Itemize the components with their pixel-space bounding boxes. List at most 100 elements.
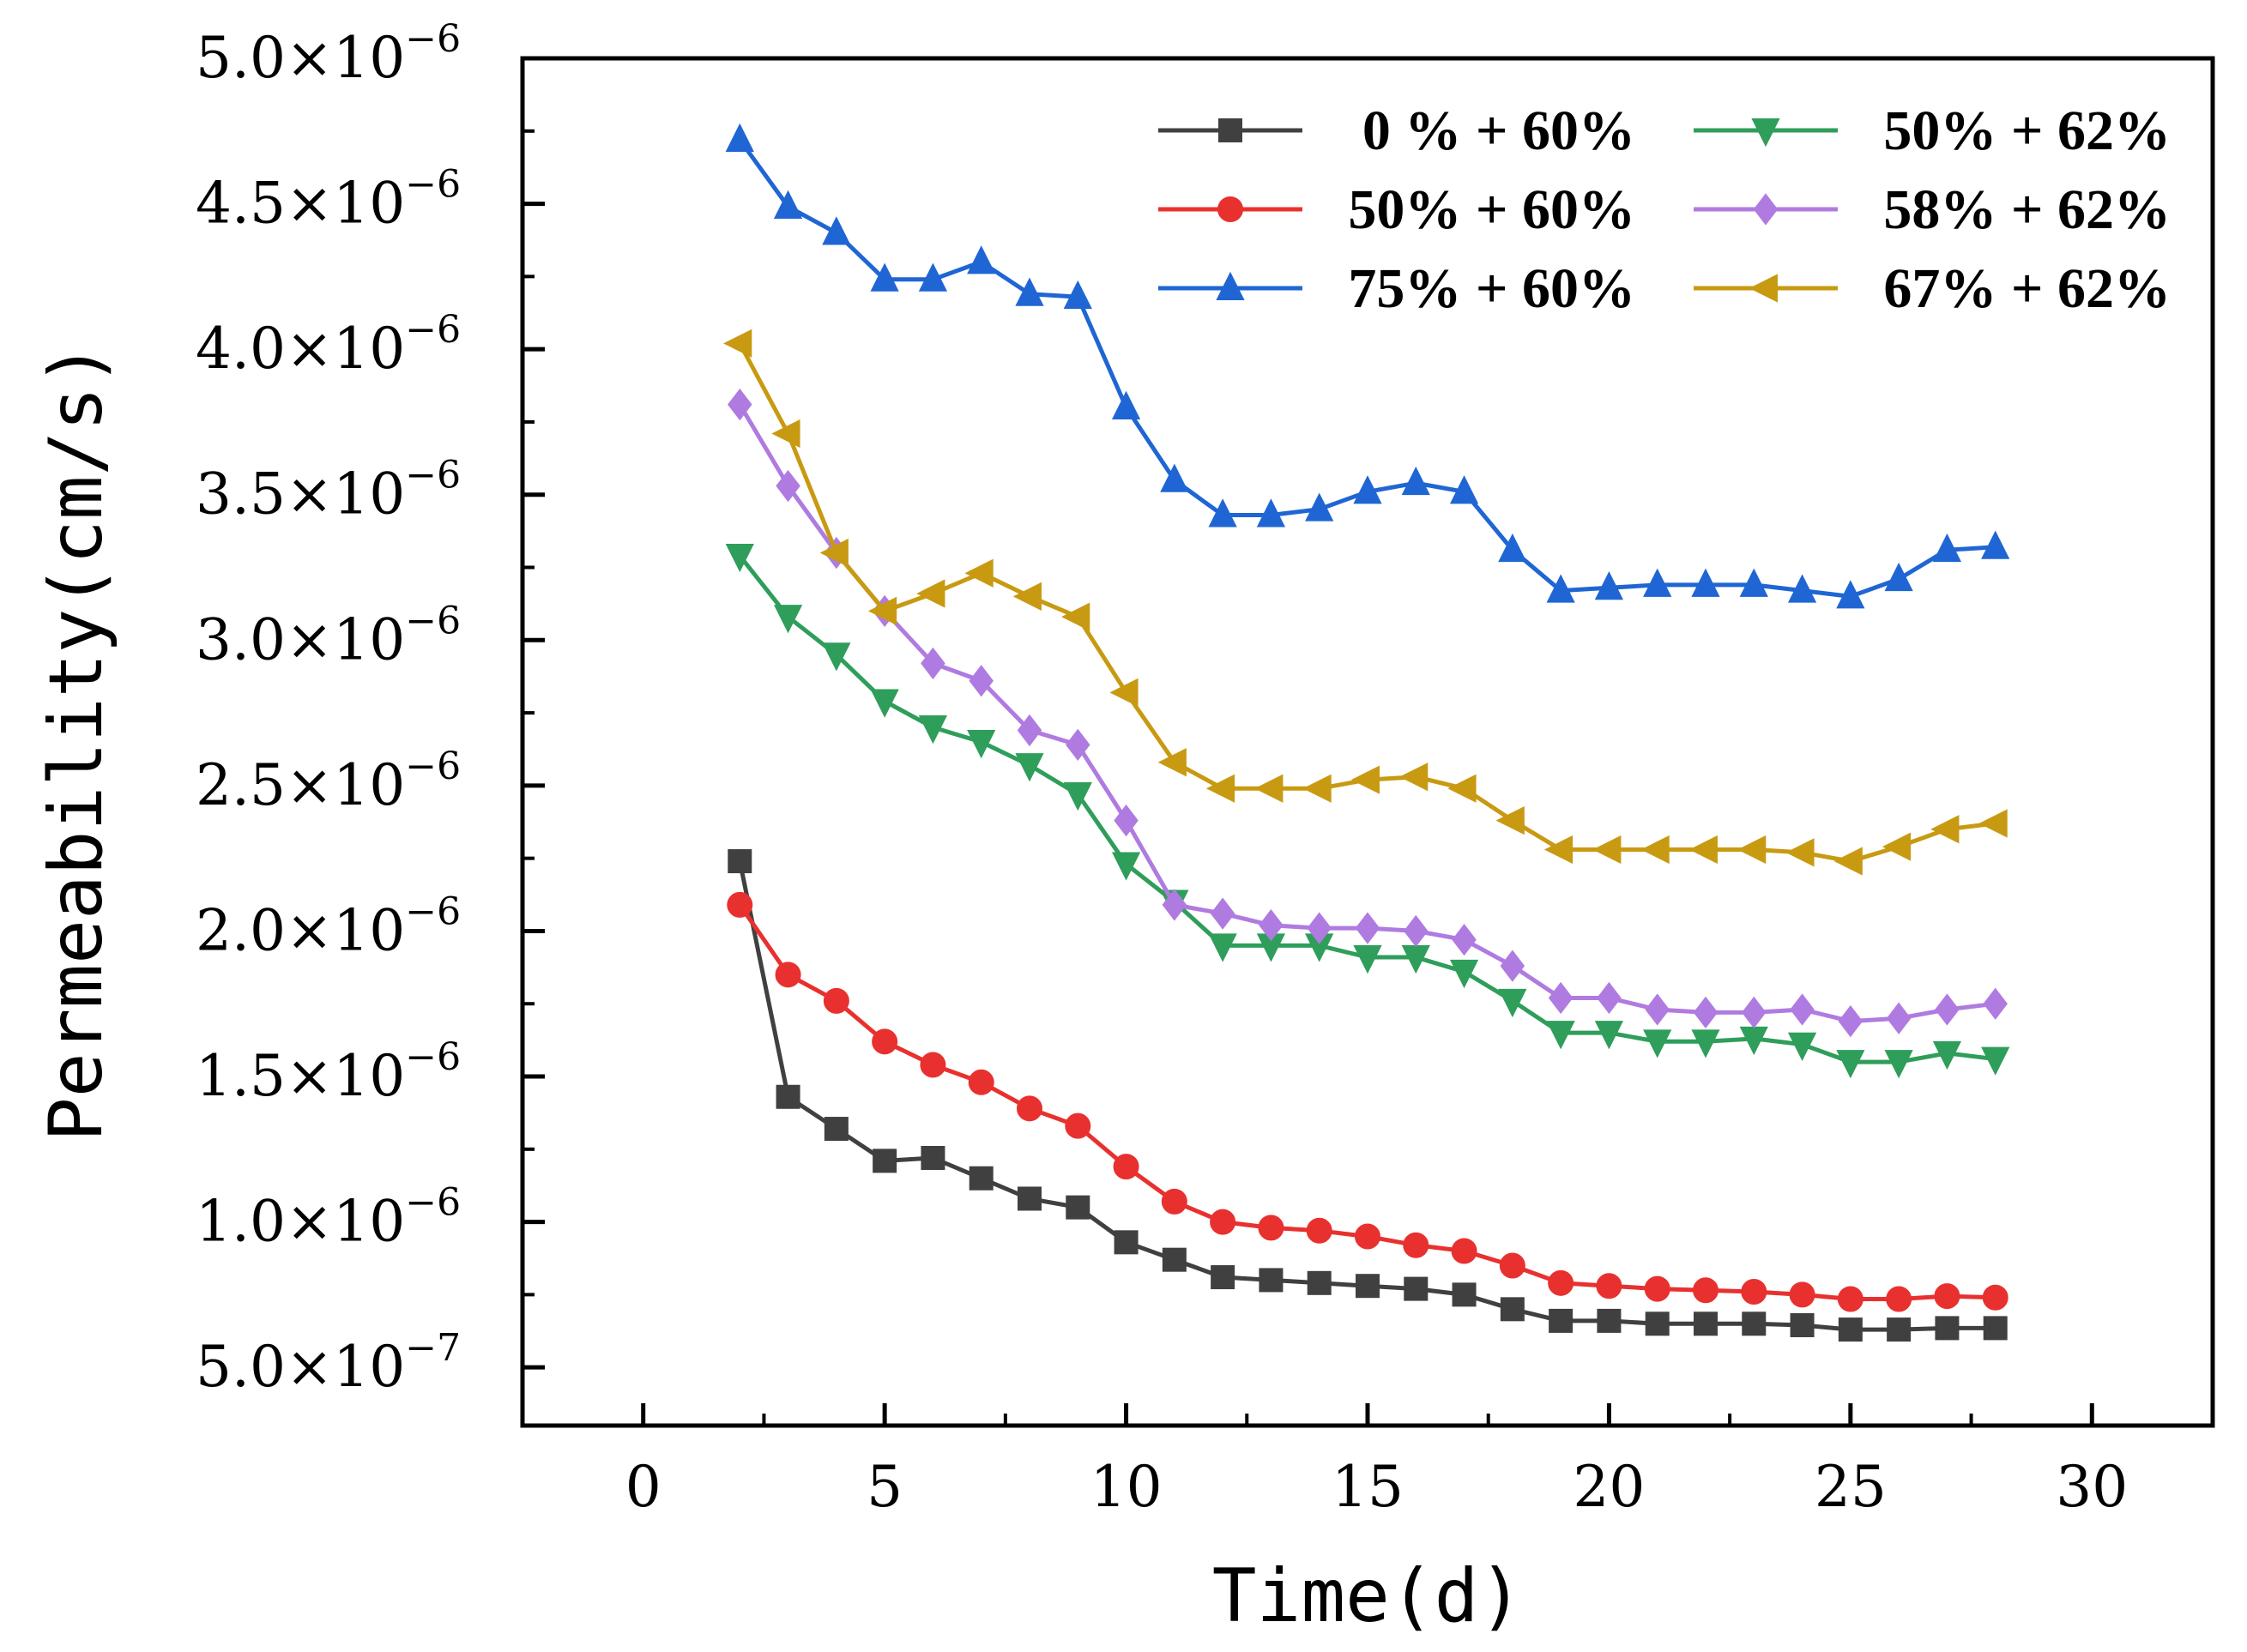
data-point	[1741, 1278, 1767, 1305]
data-point	[1982, 1284, 2008, 1311]
data-point	[1017, 1095, 1042, 1122]
data-point	[1500, 1297, 1525, 1322]
y-tick-label: 3.5×10−6	[196, 454, 461, 528]
data-point	[773, 190, 803, 219]
data-point	[873, 1149, 897, 1173]
data-point	[1404, 1276, 1429, 1301]
x-tick-label: 5	[867, 1454, 903, 1520]
data-point	[1498, 988, 1527, 1018]
y-tick-mantissa: 1.5×10	[196, 1043, 405, 1109]
data-point	[1355, 912, 1380, 944]
data-point	[776, 469, 800, 503]
data-point	[1884, 1050, 1913, 1079]
data-point	[1401, 466, 1430, 496]
data-point	[1208, 498, 1237, 528]
data-point	[1399, 763, 1429, 792]
data-point	[1548, 981, 1574, 1015]
data-point	[1208, 933, 1237, 962]
data-point	[1838, 1317, 1863, 1342]
data-point	[822, 216, 851, 245]
data-point	[725, 543, 754, 573]
legend-item: 0 % + 60%	[1158, 99, 1635, 162]
data-point	[1981, 1046, 2010, 1076]
data-point	[728, 849, 752, 874]
data-point	[1882, 832, 1912, 861]
series-layer	[723, 123, 2010, 1342]
data-point	[1355, 1223, 1380, 1250]
data-point	[1210, 897, 1235, 930]
data-point	[1643, 1029, 1672, 1058]
data-point	[1934, 1283, 1960, 1310]
data-point	[1114, 1230, 1139, 1255]
data-point	[1983, 987, 2008, 1020]
y-tick-exponent: −6	[405, 17, 461, 61]
data-point	[1886, 1002, 1912, 1034]
data-point	[1737, 835, 1767, 865]
data-point	[1543, 835, 1574, 865]
data-point	[1157, 748, 1187, 777]
y-tick-exponent: −6	[405, 599, 461, 642]
data-point	[728, 388, 752, 421]
data-point	[1350, 765, 1380, 794]
y-tick-exponent: −6	[405, 308, 461, 352]
series-4	[728, 388, 2008, 1038]
data-point	[1254, 774, 1284, 803]
data-point	[1451, 1238, 1477, 1264]
data-point	[1015, 277, 1044, 306]
data-point	[1353, 944, 1382, 974]
data-point	[1499, 1252, 1525, 1279]
data-point	[1109, 678, 1139, 707]
data-point	[1691, 568, 1720, 597]
data-point	[1452, 923, 1477, 956]
data-point	[1403, 1232, 1429, 1258]
data-point	[727, 891, 753, 918]
data-point	[918, 715, 948, 745]
data-point	[1935, 1316, 1960, 1341]
data-point	[1018, 1186, 1042, 1211]
y-tick-mantissa: 1.0×10	[196, 1189, 405, 1255]
y-tick-mantissa: 4.0×10	[196, 316, 405, 382]
data-point	[1353, 475, 1382, 504]
data-point	[1495, 805, 1525, 835]
legend-item: 58% + 62%	[1694, 178, 2171, 241]
data-point	[867, 596, 897, 626]
data-point	[1597, 981, 1622, 1015]
y-tick-label: 1.0×10−6	[196, 1181, 461, 1255]
y-tick-label: 2.0×10−6	[196, 889, 461, 963]
data-point	[1785, 838, 1815, 867]
data-point	[1549, 1308, 1574, 1333]
data-point	[1983, 1316, 2008, 1341]
x-axis-title: Time(d)	[1212, 1553, 1523, 1639]
data-point	[1739, 568, 1768, 597]
data-point	[1981, 530, 2010, 559]
data-point	[1452, 1282, 1477, 1307]
data-point	[1063, 280, 1092, 310]
data-point	[771, 419, 800, 449]
data-point	[1645, 993, 1670, 1026]
legend-marker	[1753, 193, 1779, 226]
legend-label: 50% + 60%	[1348, 178, 1635, 241]
data-point	[1012, 582, 1042, 612]
legend-label: 67% + 62%	[1883, 257, 2171, 320]
data-point	[1500, 950, 1525, 982]
data-point	[1449, 475, 1479, 504]
data-point	[1307, 1270, 1332, 1295]
series-5	[723, 329, 2008, 876]
data-point	[969, 665, 994, 697]
data-point	[969, 1166, 994, 1191]
data-point	[1356, 1274, 1380, 1299]
y-tick-exponent: −6	[405, 745, 461, 788]
data-point	[1404, 914, 1429, 948]
data-point	[1644, 1275, 1670, 1302]
data-point	[822, 642, 851, 672]
data-point	[1838, 1004, 1863, 1038]
data-point	[1836, 580, 1865, 609]
series-3	[725, 543, 2010, 1079]
data-point	[1790, 993, 1815, 1026]
x-tick-label: 25	[1815, 1454, 1887, 1520]
y-tick-exponent: −6	[405, 454, 461, 497]
legend-marker	[1218, 118, 1242, 142]
data-point	[967, 245, 996, 274]
series-2	[725, 123, 2010, 609]
